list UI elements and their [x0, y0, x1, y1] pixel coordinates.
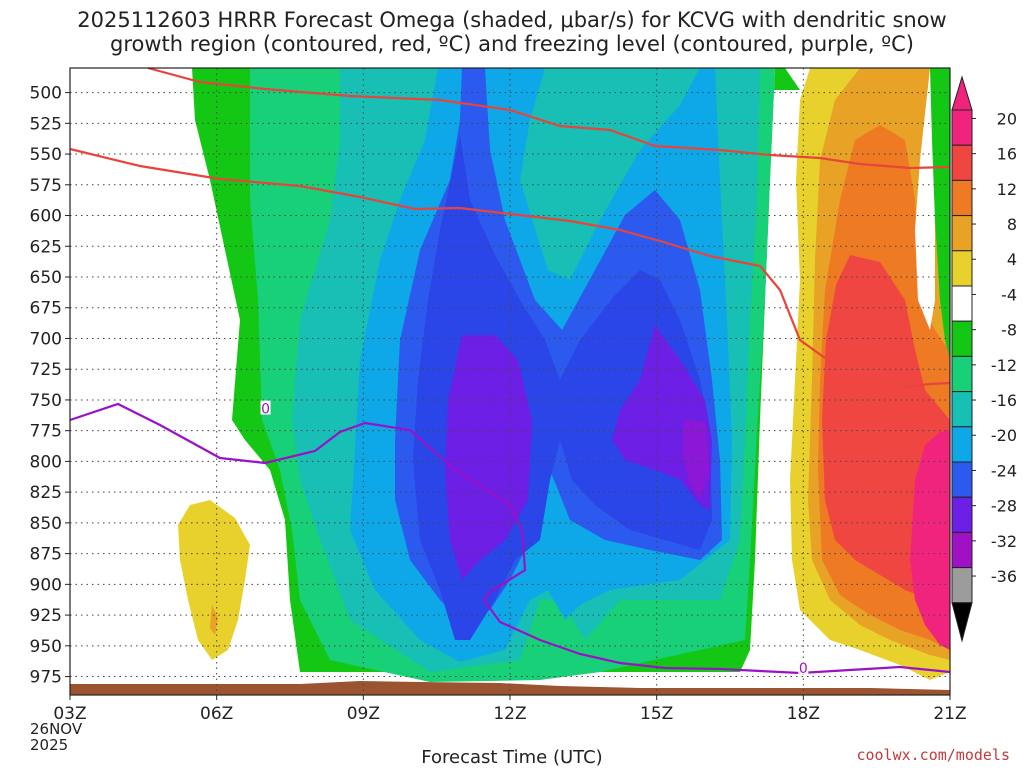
- colorbar-segment: [951, 144, 973, 181]
- dgz-contour-upper: [147, 66, 951, 170]
- omega-region-ge-20: [910, 430, 950, 650]
- colorbar-label: 8: [1007, 215, 1017, 234]
- colorbar-segment: [951, 391, 973, 428]
- freezing-label-bg: [798, 659, 809, 674]
- freezing-level-contour: [69, 402, 951, 675]
- y-tick-label: 750: [30, 391, 62, 411]
- colorbar-segment: [951, 109, 973, 146]
- colorbar-label: 16: [997, 145, 1017, 164]
- colorbar-segment: [951, 426, 973, 463]
- colorbar-label: -16: [991, 391, 1017, 410]
- x-tick-label: 06Z: [200, 704, 233, 724]
- colorbar-label: -12: [991, 356, 1017, 375]
- x-axis-label: Forecast Time (UTC): [421, 747, 603, 768]
- colorbar-segment: [951, 531, 973, 569]
- omega-region-le-minus32: [682, 420, 710, 500]
- colorbar-segment: [951, 215, 973, 252]
- x-axis: 03Z 06Z 09Z 12Z 15Z 18Z 21Z: [53, 695, 967, 724]
- x-tick-label: 03Z: [53, 704, 86, 724]
- y-tick-label: 950: [30, 637, 62, 657]
- colorbar-segment: [951, 496, 973, 533]
- y-tick-label: 500: [30, 84, 62, 104]
- y-tick-label: 775: [30, 422, 62, 442]
- freezing-label-bg: [260, 400, 271, 415]
- colorbar-label: 20: [997, 109, 1017, 128]
- start-day-label: 26NOV: [30, 720, 83, 738]
- omega-region-neutral-gap-2: [930, 68, 950, 360]
- x-tick-label: 12Z: [493, 704, 526, 724]
- y-tick-label: 675: [30, 299, 62, 319]
- y-tick-label: 700: [30, 329, 62, 349]
- colorbar-segment: [951, 285, 973, 322]
- y-tick-label: 825: [30, 483, 62, 503]
- x-tick-label: 18Z: [787, 704, 820, 724]
- colorbar-label: 12: [997, 180, 1017, 199]
- y-tick-label: 875: [30, 545, 62, 565]
- dgz-contour-right: [904, 381, 951, 389]
- colorbar-segment: [951, 320, 973, 357]
- chart-title-line1: 2025112603 HRRR Forecast Omega (shaded, …: [77, 8, 947, 32]
- colorbar-label: -24: [991, 461, 1017, 480]
- y-tick-label: 925: [30, 606, 62, 626]
- y-tick-label: 900: [30, 575, 62, 595]
- y-tick-label: 600: [30, 207, 62, 227]
- freezing-level-label: 0: [261, 402, 270, 418]
- colorbar-label: -28: [991, 497, 1017, 516]
- y-tick-label: 550: [30, 145, 62, 165]
- colorbar-label: -8: [1001, 321, 1017, 340]
- omega-region-ge-8-left: [210, 605, 218, 635]
- colorbar-segment: [951, 567, 973, 604]
- omega-region-le-minus28: [445, 325, 712, 580]
- chart-title-line2: growth region (contoured, red, ºC) and f…: [110, 32, 914, 56]
- start-year-label: 2025: [30, 736, 69, 754]
- credit-text: coolwx.com/models: [856, 746, 1010, 764]
- omega-region-ge-4-left: [178, 500, 250, 660]
- colorbar-segment: [951, 179, 973, 217]
- y-tick-label: 575: [30, 176, 62, 196]
- y-axis: 500 525 550 575 600 625 650 675 700 725 750 775 800 8…: [30, 84, 70, 688]
- y-tick-label: 725: [30, 360, 62, 380]
- colorbar-segment: [951, 461, 973, 498]
- y-tick-label: 650: [30, 268, 62, 288]
- colorbar-label: -36: [991, 567, 1017, 586]
- x-tick-label: 21Z: [933, 704, 966, 724]
- freezing-level-label: 0: [799, 661, 808, 677]
- colorbar-bottom-arrow: [951, 602, 973, 643]
- colorbar: 20 16 12 8 4 -4 -8 -12 -16 -20 -24 -28 -32 -36: [951, 75, 1017, 643]
- freezing-level-labels: 00: [260, 400, 809, 677]
- y-tick-label: 525: [30, 114, 62, 134]
- colorbar-label: -32: [991, 532, 1017, 551]
- colorbar-top-arrow: [951, 75, 973, 111]
- colorbar-label: -4: [1001, 285, 1017, 304]
- y-tick-label: 975: [30, 668, 62, 688]
- y-tick-label: 800: [30, 452, 62, 472]
- y-tick-label: 625: [30, 237, 62, 257]
- colorbar-segment: [951, 250, 973, 287]
- dgz-contour-lower: [69, 147, 826, 359]
- ground-terrain: [70, 681, 950, 695]
- colorbar-label: 4: [1007, 250, 1017, 269]
- colorbar-segment: [951, 355, 973, 393]
- x-tick-label: 09Z: [347, 704, 380, 724]
- grid-dotted: [70, 68, 950, 695]
- colorbar-label: -20: [991, 426, 1017, 445]
- y-tick-label: 850: [30, 514, 62, 534]
- x-tick-label: 15Z: [640, 704, 673, 724]
- omega-shading: [178, 68, 950, 682]
